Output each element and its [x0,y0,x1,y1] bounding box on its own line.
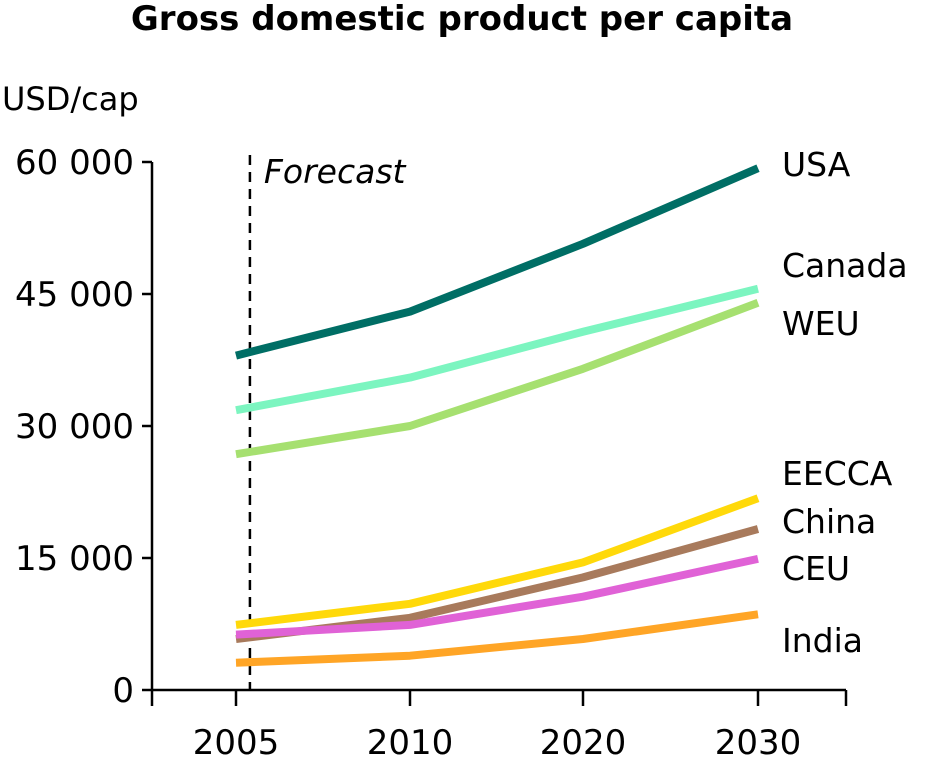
chart-title: Gross domestic product per capita [131,0,793,39]
series-line-usa [235,164,760,360]
forecast-label: Forecast [264,152,407,191]
series-label-usa: USA [782,145,851,184]
series-line-india [235,610,759,667]
axes: 0 15 000 30 000 45 000 60 000 2005 2010 2020 203… [15,143,848,757]
y-tick-label: 15 000 [15,539,134,579]
series-labels: USA Canada WEU EECCA China CEU India [782,145,908,660]
y-tick-label: 45 000 [15,275,134,315]
x-tick-label: 2030 [715,723,802,757]
series-label-india: India [782,621,863,660]
series-line-ceu [235,554,759,639]
series-line-canada [235,284,759,415]
y-tick-label: 30 000 [15,407,134,447]
y-tick-label: 0 [112,671,134,711]
series-lines [235,164,760,667]
y-axis-label: USD/cap [2,80,139,118]
series-label-ceu: CEU [782,549,850,588]
series-line-eecca [235,494,760,629]
x-tick-label: 2020 [540,723,627,757]
series-label-canada: Canada [782,246,908,285]
forecast-annotation: Forecast [248,152,407,690]
series-label-weu: WEU [782,304,860,343]
series-label-eecca: EECCA [782,454,893,493]
x-tick-label: 2010 [367,723,454,757]
series-label-china: China [782,502,876,541]
y-tick-label: 60 000 [15,143,134,183]
x-tick-label: 2005 [193,723,280,757]
series-line-weu [235,299,760,459]
